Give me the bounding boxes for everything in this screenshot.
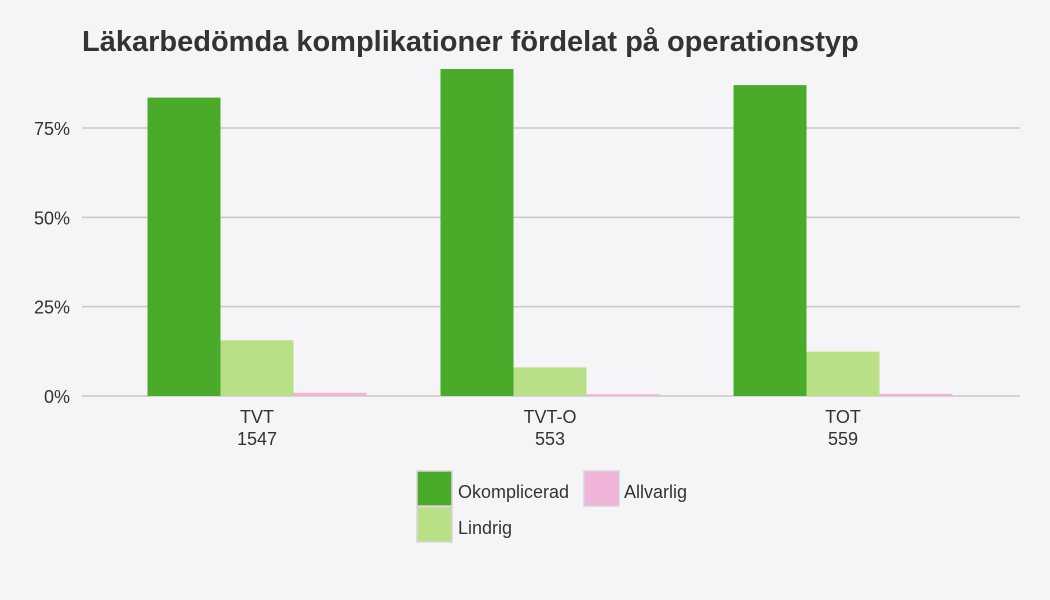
y-tick-label: 75% <box>34 119 70 139</box>
legend-label-okomplicerad: Okomplicerad <box>458 482 569 502</box>
bar-okomplicerad-tvt <box>147 97 221 397</box>
bar-okomplicerad-tot <box>733 85 807 397</box>
legend-label-allvarlig: Allvarlig <box>624 482 687 502</box>
x-tick-label: TVT <box>240 407 274 427</box>
y-tick-label: 25% <box>34 298 70 318</box>
y-tick-label: 50% <box>34 208 70 228</box>
x-tick-count: 553 <box>535 429 565 449</box>
legend: Okomplicerad Allvarlig Lindrig <box>416 470 687 543</box>
bar-allvarlig-tvt-o <box>586 394 660 396</box>
bar-lindrig-tot <box>806 351 880 396</box>
legend-label-lindrig: Lindrig <box>458 518 512 538</box>
legend-swatch-allvarlig <box>583 470 620 507</box>
bar-lindrig-tvt-o <box>513 367 587 396</box>
bar-okomplicerad-tvt-o <box>440 69 514 396</box>
bar-allvarlig-tvt <box>293 392 367 396</box>
x-tick-count: 559 <box>828 429 858 449</box>
legend-swatch-lindrig <box>416 506 453 543</box>
chart-title: Läkarbedömda komplikationer fördelat på … <box>82 26 859 58</box>
x-tick-label: TVT-O <box>524 407 577 427</box>
x-tick-count: 1547 <box>237 429 277 449</box>
y-tick-label: 0% <box>44 387 70 407</box>
bar-lindrig-tvt <box>220 340 294 396</box>
legend-swatch-okomplicerad <box>416 470 453 507</box>
bar-allvarlig-tot <box>879 393 953 396</box>
x-tick-label: TOT <box>825 407 861 427</box>
bars <box>147 69 953 397</box>
